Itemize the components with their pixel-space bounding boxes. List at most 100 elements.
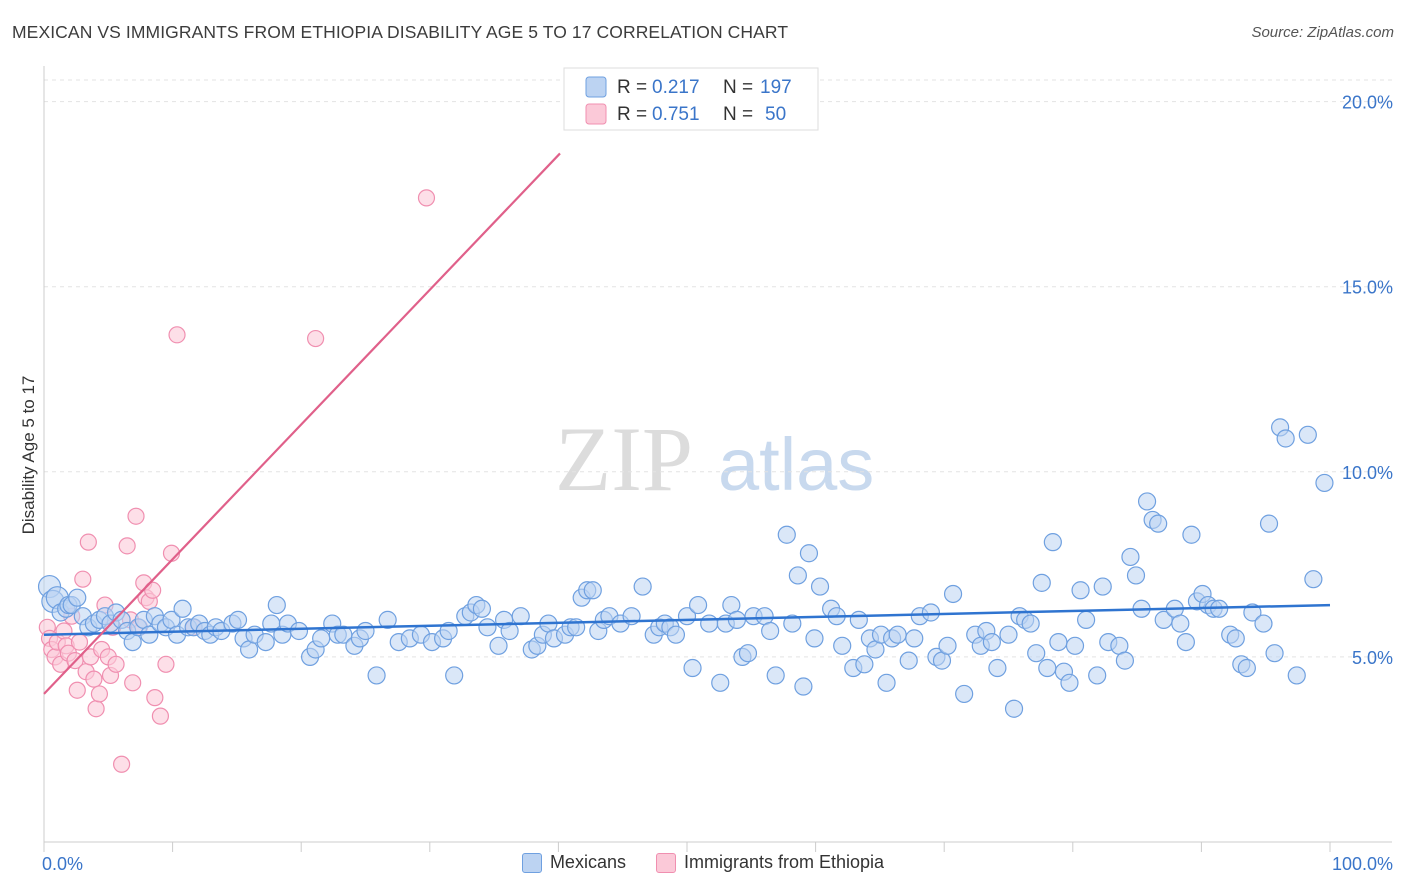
mexicans-point	[783, 614, 802, 633]
ethiopia-point	[90, 685, 109, 703]
ethiopia-point	[168, 326, 186, 344]
legend-r-label-1: R =	[617, 77, 647, 98]
mexicans-point	[356, 621, 375, 641]
ethiopia-point	[107, 655, 125, 673]
mexicans-point	[1038, 658, 1057, 678]
mexicans-point	[1088, 666, 1107, 685]
mexicans-point	[1259, 514, 1279, 533]
ethiopia-point	[118, 537, 136, 555]
mexicans-point	[256, 632, 275, 652]
legend-swatch-mexicans-bottom	[521, 852, 542, 873]
y-tick-label: 15.0%	[1342, 278, 1393, 298]
legend-n-label-2: N =	[723, 104, 753, 125]
x-tick-labels: 0.0% 100.0%	[42, 854, 1393, 874]
y-axis-label: Disability Age 5 to 17	[19, 376, 38, 535]
mexicans-trend-line	[43, 603, 1331, 636]
mexicans-point	[955, 684, 974, 704]
mexicans-point	[943, 584, 963, 604]
mexicans-point	[877, 673, 896, 692]
mexicans-point	[367, 666, 386, 685]
legend-label-ethiopia: Immigrants from Ethiopia	[683, 852, 885, 872]
mexicans-point	[1121, 547, 1140, 567]
mexicans-point	[228, 610, 248, 629]
mexicans-point	[1004, 699, 1024, 718]
mexicans-point	[1243, 603, 1262, 622]
mexicans-point	[1226, 629, 1245, 648]
mexicans-point	[1149, 514, 1168, 533]
ethiopia-point	[151, 707, 170, 725]
watermark: ZIP atlas	[555, 408, 874, 510]
mexicans-point	[1032, 573, 1051, 592]
mexicans-point	[1276, 429, 1295, 448]
ethiopia-series	[38, 189, 436, 773]
mexicans-point	[1182, 525, 1201, 544]
mexicans-point	[472, 599, 492, 618]
mexicans-point	[583, 581, 602, 600]
ethiopia-point	[87, 700, 105, 718]
mexicans-point	[1071, 581, 1090, 600]
ethiopia-point	[417, 189, 436, 207]
ethiopia-point	[79, 533, 97, 551]
legend-r-value-1: 0.217	[652, 77, 700, 98]
correlation-legend: R = 0.217 N = 197 R = 0.751 N = 50	[563, 67, 819, 131]
mexicans-point	[982, 632, 1001, 652]
legend-swatch-ethiopia	[585, 103, 607, 125]
mexicans-point	[1021, 614, 1040, 633]
mexicans-point	[1315, 473, 1334, 493]
mexicans-point	[1027, 644, 1046, 663]
mexicans-point	[439, 621, 458, 641]
mexicans-point	[794, 677, 813, 696]
ethiopia-trend-line	[43, 152, 561, 695]
series-legend: Mexicans Immigrants from Ethiopia	[0, 852, 1406, 873]
mexicans-point	[1043, 533, 1062, 552]
mexicans-point	[833, 636, 852, 655]
grid	[44, 79, 1392, 658]
ethiopia-point	[127, 507, 145, 525]
mexicans-point	[738, 644, 758, 663]
mexicans-point	[683, 658, 702, 678]
legend-swatch-ethiopia-bottom	[655, 852, 676, 873]
ethiopia-point	[124, 674, 142, 692]
mexicans-point	[899, 651, 918, 670]
legend-label-mexicans: Mexicans	[549, 852, 626, 872]
mexicans-point	[766, 666, 785, 685]
mexicans-point	[1171, 614, 1190, 633]
mexicans-point	[799, 544, 819, 563]
mexicans-series	[37, 418, 1334, 718]
ethiopia-point	[113, 755, 131, 773]
y-tick-label: 5.0%	[1352, 648, 1393, 668]
y-tick-labels: 5.0% 10.0% 15.0% 20.0%	[1342, 93, 1393, 668]
watermark-zip: ZIP	[555, 408, 693, 510]
legend-n-label-1: N =	[723, 77, 753, 98]
mexicans-point	[1298, 425, 1317, 444]
mexicans-point	[378, 610, 397, 629]
mexicans-point	[855, 655, 874, 674]
mexicans-point	[173, 599, 192, 618]
mexicans-point	[1237, 658, 1256, 678]
legend-r-label-2: R =	[617, 104, 647, 125]
ethiopia-point	[85, 670, 103, 688]
mexicans-point	[1115, 651, 1135, 670]
mexicans-point	[1304, 570, 1323, 589]
ethiopia-point	[146, 689, 164, 707]
mexicans-point	[1065, 636, 1085, 655]
mexicans-point	[700, 614, 719, 633]
mexicans-point	[688, 595, 708, 615]
mexicans-point	[1287, 666, 1306, 685]
legend-r-value-2: 0.751	[652, 104, 700, 125]
y-tick-label: 10.0%	[1342, 463, 1393, 483]
x-tick-label: 0.0%	[42, 854, 83, 874]
y-tick-label: 20.0%	[1342, 93, 1393, 113]
mexicans-point	[1077, 610, 1096, 629]
mexicans-point	[633, 577, 652, 596]
legend-n-value-1: 197	[760, 77, 792, 98]
trend-lines	[43, 152, 1331, 695]
mexicans-point	[140, 625, 159, 644]
legend-item-ethiopia: Immigrants from Ethiopia	[655, 852, 885, 873]
mexicans-point	[999, 625, 1018, 644]
mexicans-point	[1060, 673, 1079, 692]
mexicans-point	[888, 625, 907, 644]
x-tick-label: 100.0%	[1332, 854, 1393, 874]
mexicans-point	[921, 603, 940, 622]
